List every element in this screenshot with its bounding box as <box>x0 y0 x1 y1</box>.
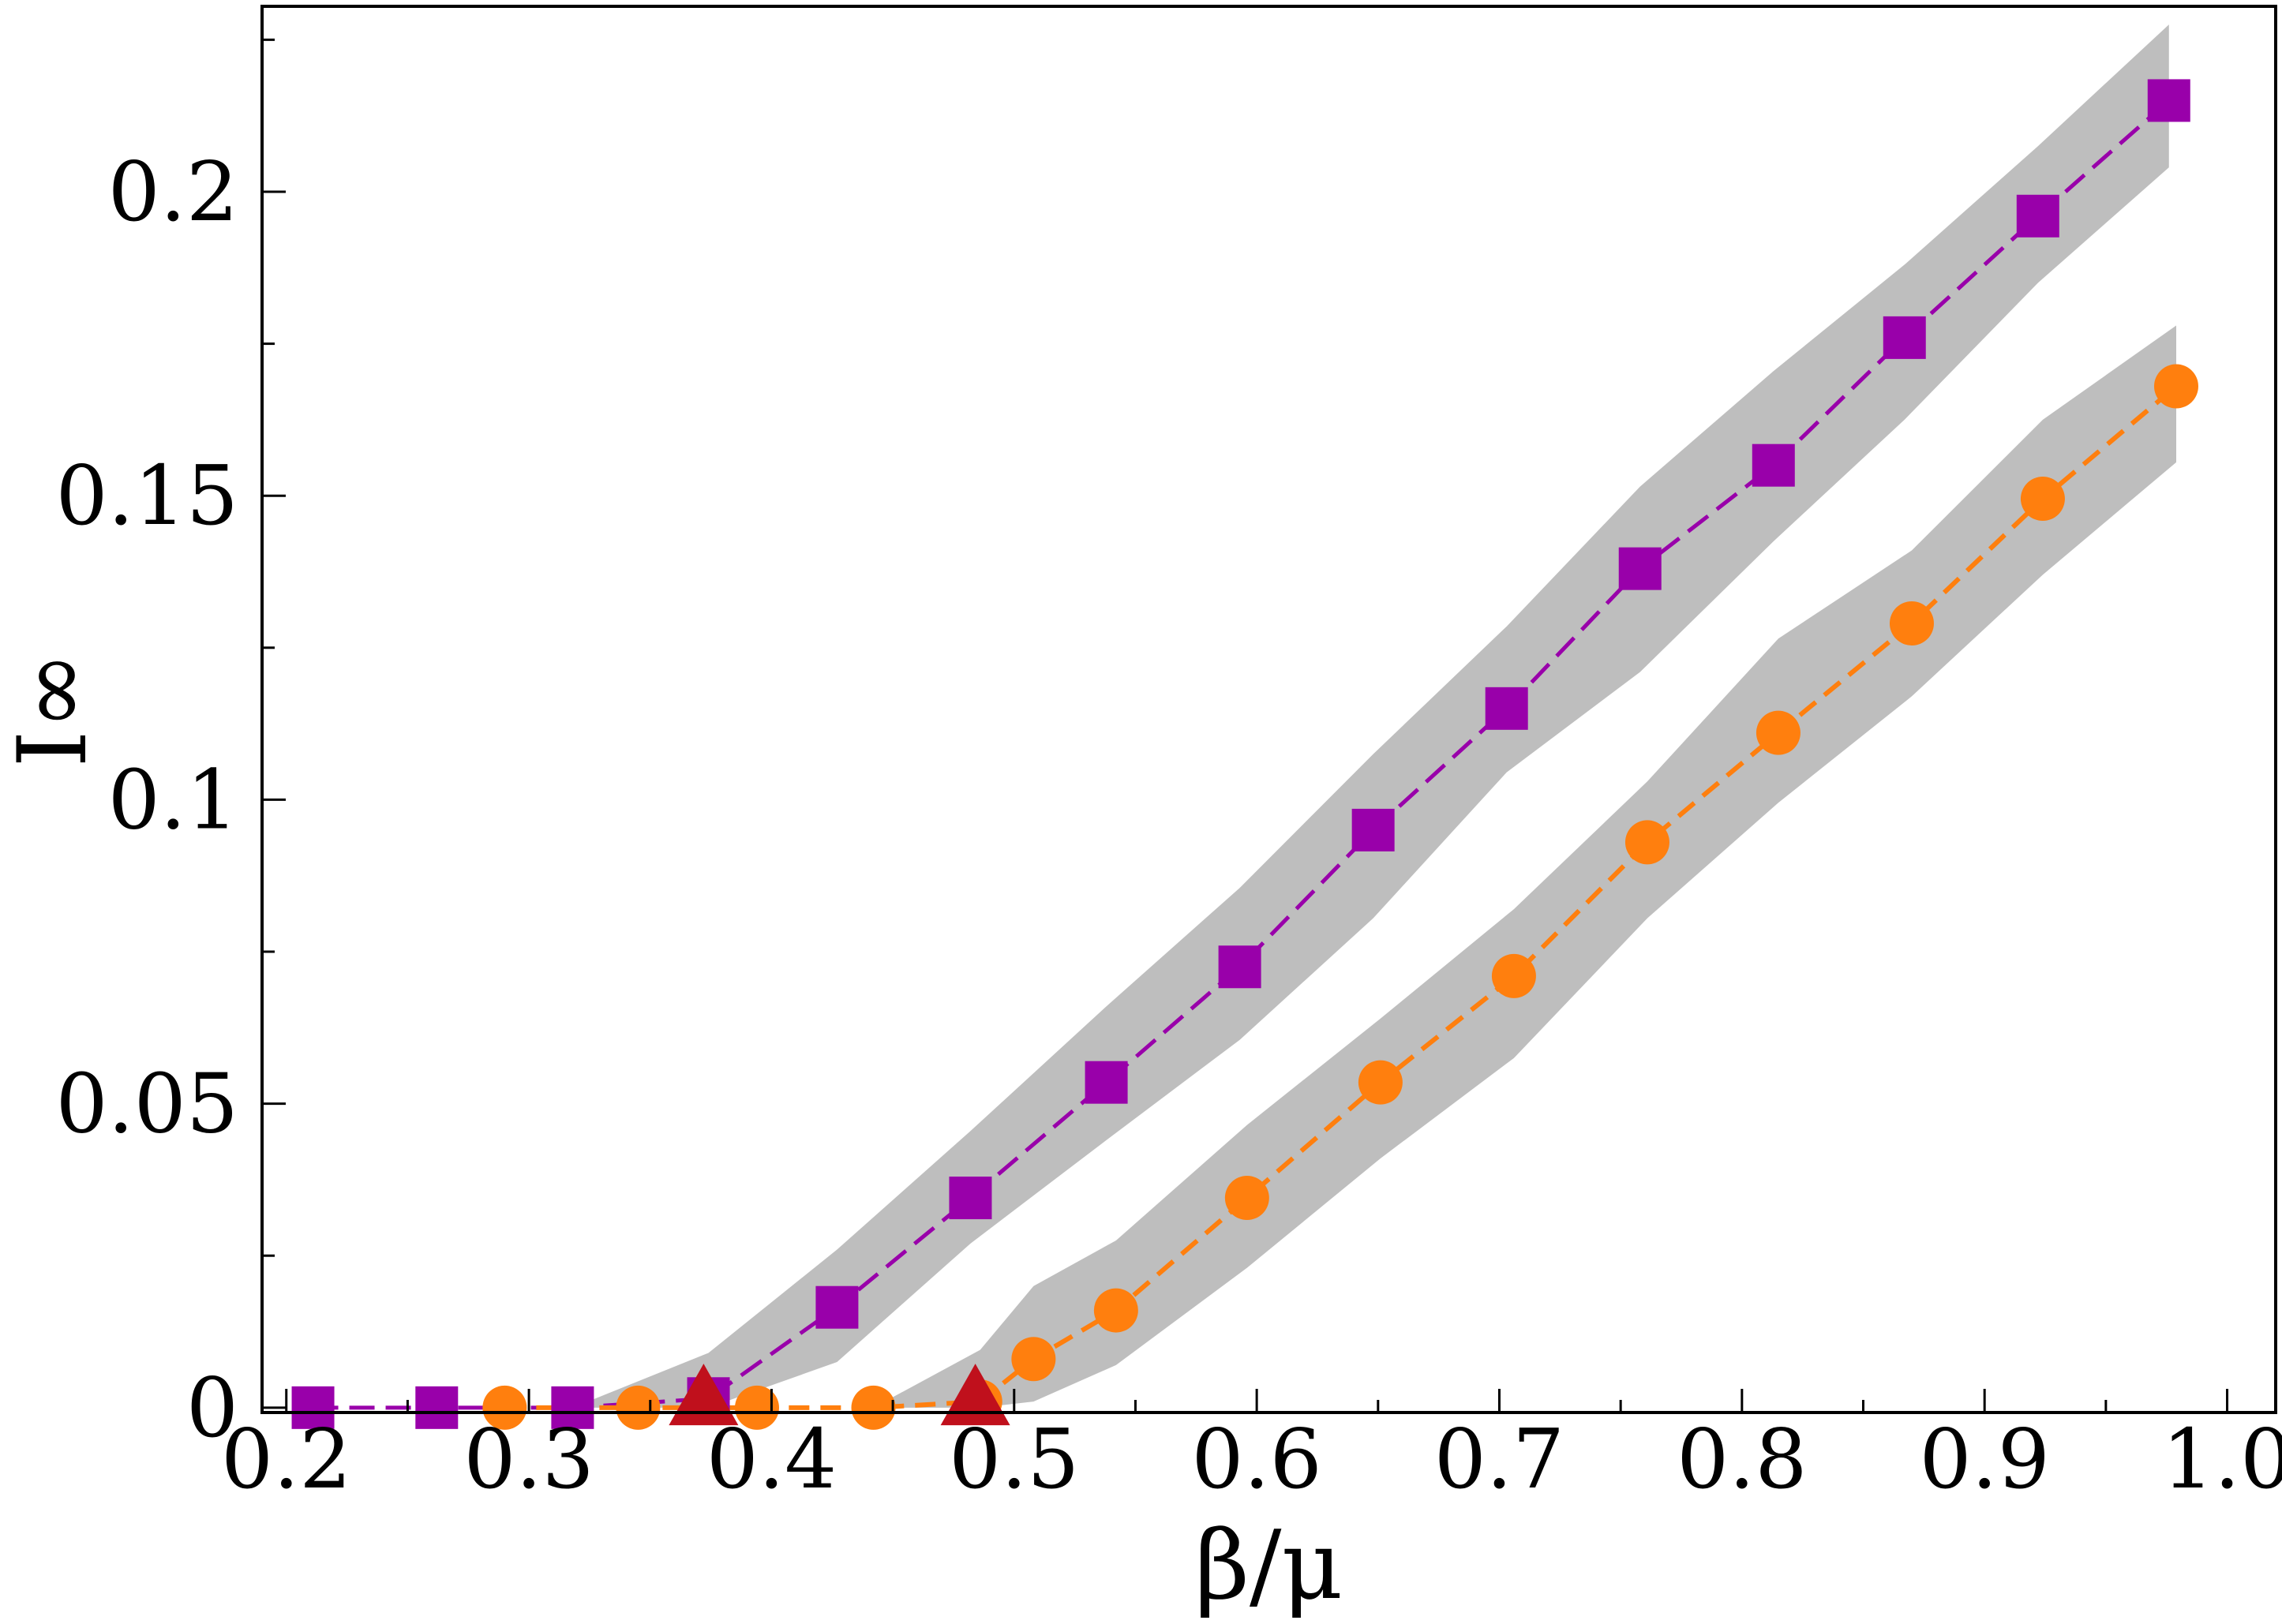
y-tick-label: 0.05 <box>55 1056 238 1152</box>
x-tick-label: 0.8 <box>1677 1411 1807 1507</box>
square-point <box>2016 194 2059 238</box>
x-tick-label: 0.3 <box>463 1411 594 1507</box>
circle-point <box>1491 953 1536 998</box>
circle-point <box>2153 364 2198 409</box>
circle-point <box>1093 1288 1138 1333</box>
circle-point <box>1624 820 1669 865</box>
x-tick-label: 0.2 <box>221 1411 351 1507</box>
x-tick-label: 1.0 <box>2162 1411 2282 1507</box>
circle-point <box>1756 710 1800 755</box>
plot-frame <box>260 5 2277 1414</box>
square-point <box>1883 316 1926 359</box>
circle-point <box>1358 1060 1403 1105</box>
square-point <box>949 1177 992 1220</box>
square-point <box>815 1285 859 1329</box>
circle-point <box>1011 1337 1056 1382</box>
circle-point <box>2020 477 2065 522</box>
x-tick-label: 0.5 <box>949 1411 1079 1507</box>
square-point <box>1085 1061 1128 1104</box>
circle-point <box>616 1385 661 1430</box>
y-tick-label: 0.15 <box>55 447 238 544</box>
triangle-marker <box>669 1364 739 1426</box>
axis-ticks <box>262 38 2229 1413</box>
triangle-marker <box>940 1364 1010 1426</box>
square-point <box>1485 687 1528 730</box>
x-axis-label: β/μ <box>1195 1511 1343 1621</box>
circle-point <box>734 1385 779 1430</box>
circle-point <box>1889 601 1934 645</box>
series-line-2 <box>504 384 2178 1410</box>
y-tick-label: 0 <box>186 1360 238 1456</box>
square-point <box>551 1386 594 1429</box>
square-point <box>1752 443 1795 487</box>
circle-point <box>482 1385 527 1430</box>
data-points <box>291 79 2198 1430</box>
circle-point <box>1224 1176 1269 1221</box>
y-tick-label: 0.2 <box>108 144 238 240</box>
square-point <box>2147 79 2190 122</box>
square-point <box>291 1386 335 1429</box>
tick-labels: 0.2 0.3 0.4 0.5 0.6 0.7 0.8 0.9 1.0 0 0.05 0.1 0.15 0… <box>55 144 2282 1507</box>
square-point <box>415 1386 459 1429</box>
x-tick-label: 0.7 <box>1434 1411 1564 1507</box>
square-point <box>1218 945 1261 989</box>
y-tick-label: 0.1 <box>108 751 238 848</box>
x-tick-label: 0.9 <box>1919 1411 2049 1507</box>
circle-point <box>851 1385 896 1430</box>
square-point <box>1351 808 1395 851</box>
x-tick-label: 0.6 <box>1191 1411 1321 1507</box>
y-axis-label: I∞ <box>0 651 108 767</box>
square-point <box>1618 547 1662 590</box>
x-tick-label: 0.4 <box>706 1411 837 1507</box>
